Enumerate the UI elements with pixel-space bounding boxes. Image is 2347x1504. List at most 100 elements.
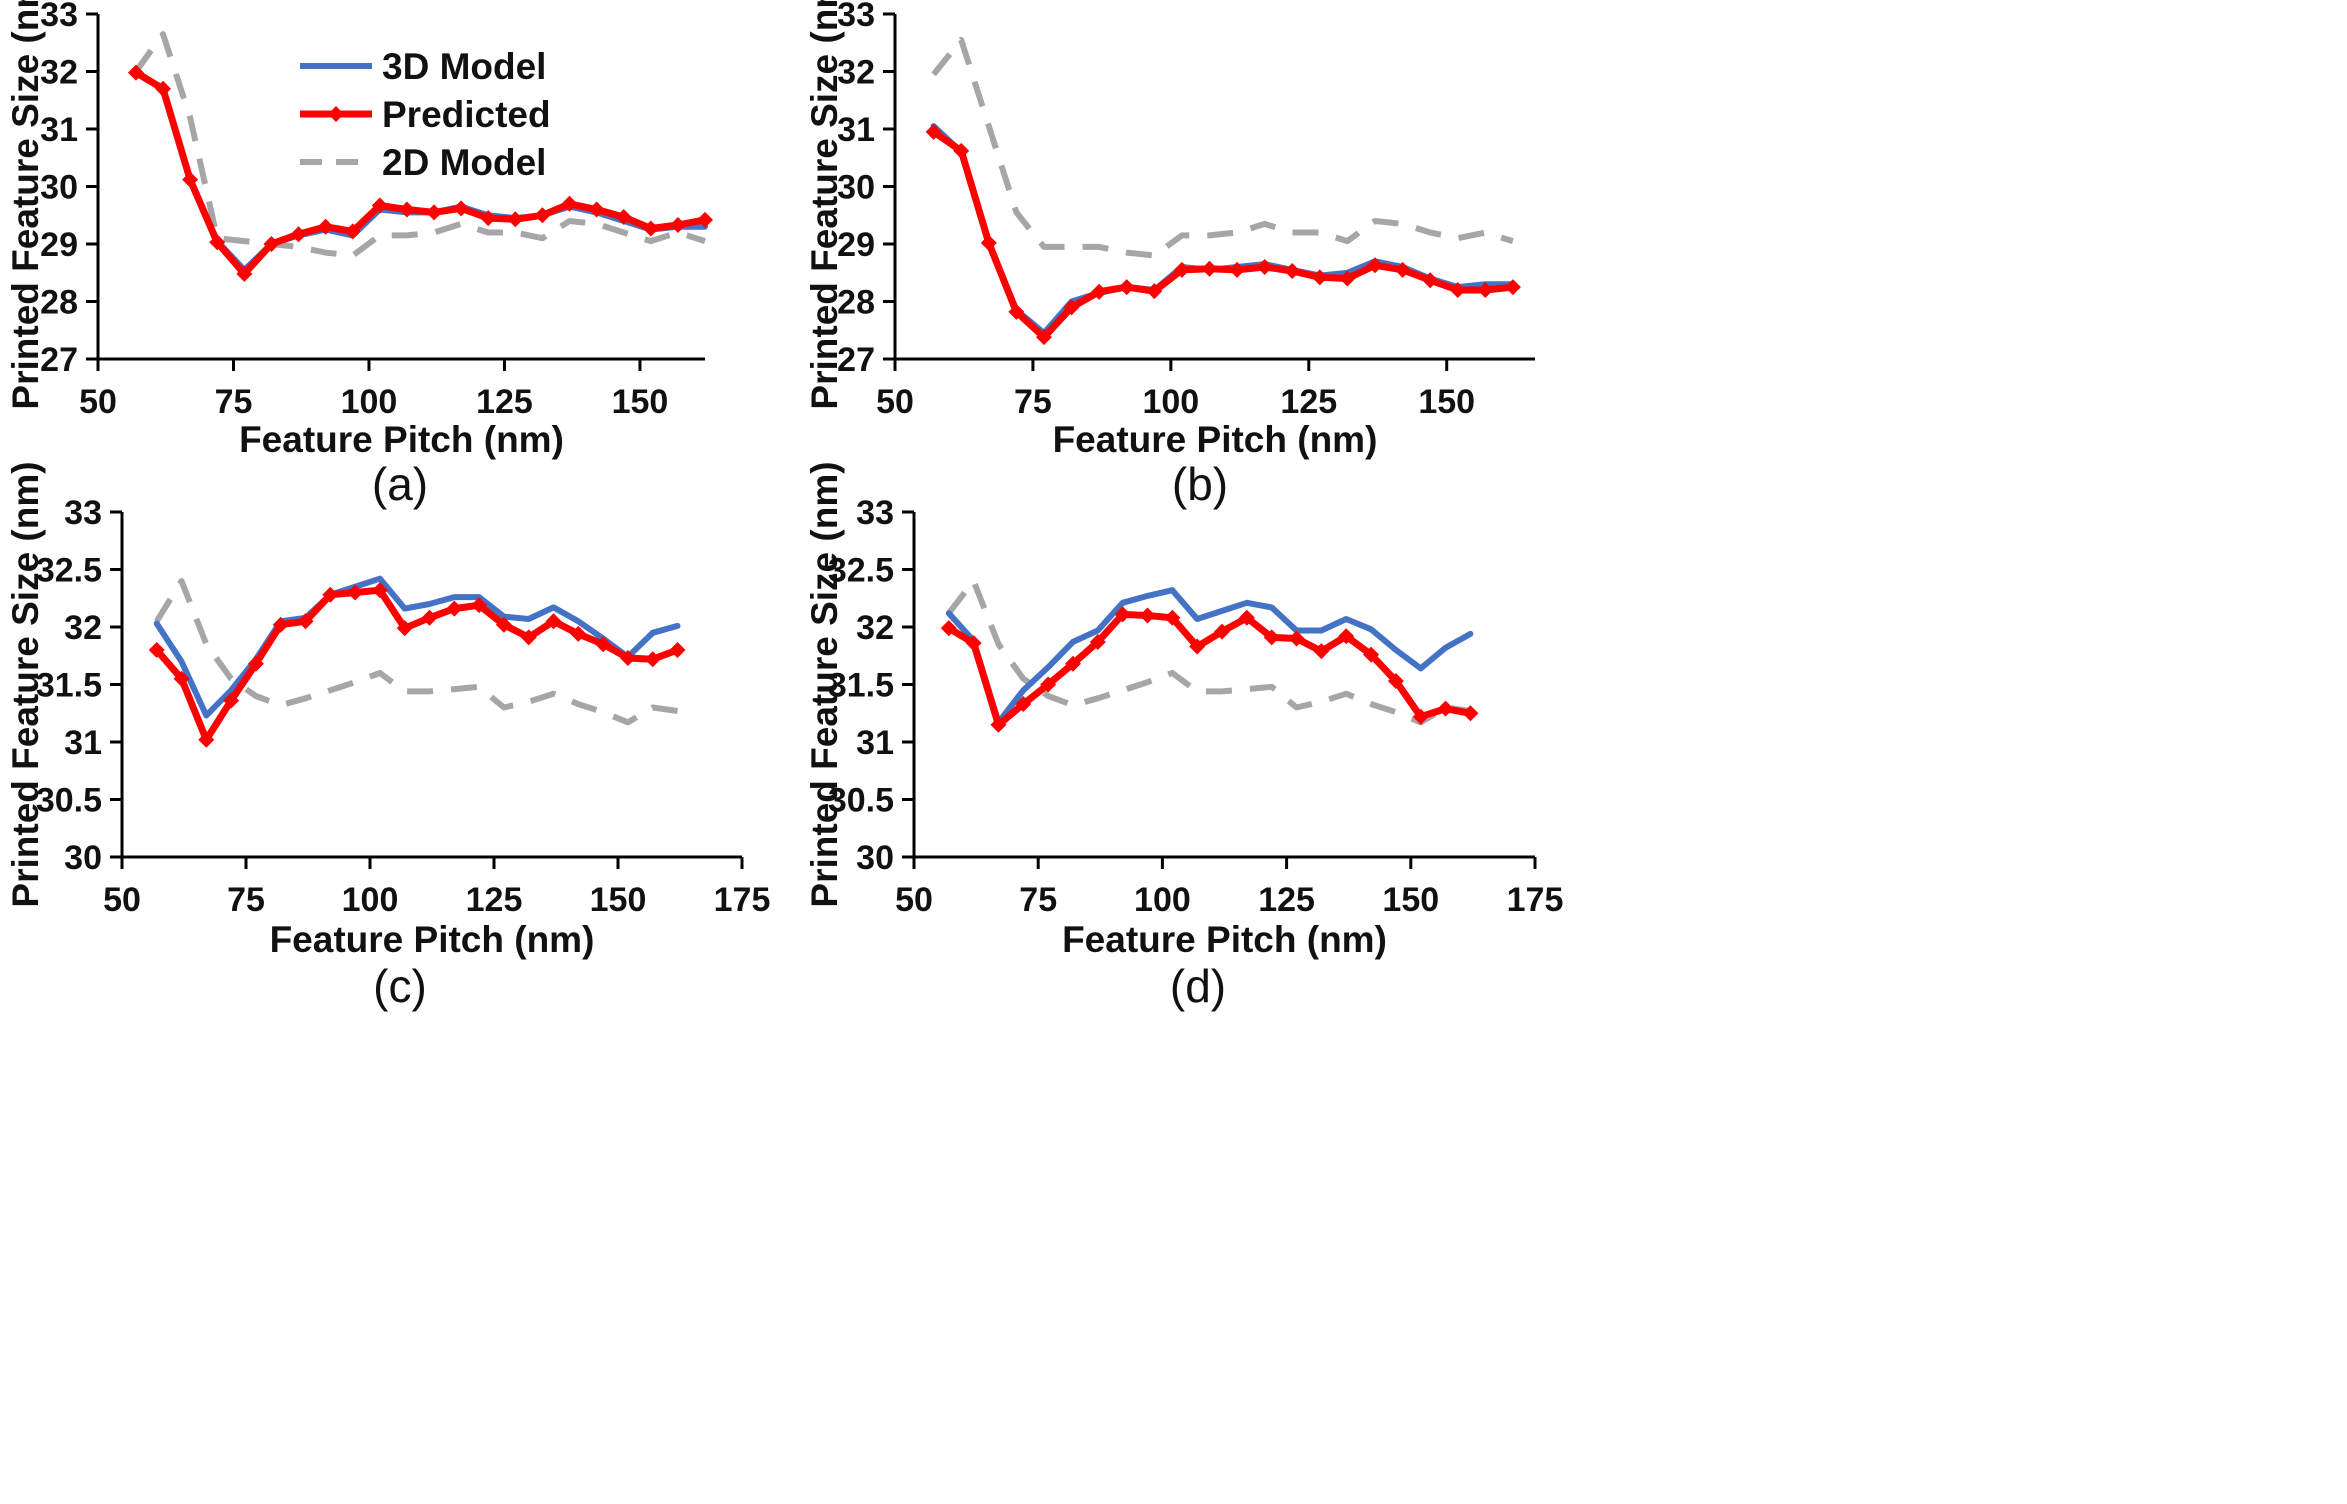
series-line-3d-model — [945, 587, 1474, 726]
y-tick-label: 32.5 — [36, 552, 102, 590]
data-point-marker — [155, 80, 172, 97]
series-line-predicted — [930, 128, 1517, 341]
x-tick-label: 100 — [341, 383, 398, 421]
data-point-marker — [317, 218, 334, 235]
data-point-marker — [669, 217, 686, 234]
y-tick-label: 28 — [837, 284, 875, 322]
y-axis-title: Printed Feature Size (nm) — [804, 0, 845, 410]
data-point-marker — [990, 716, 1007, 733]
data-point-marker — [1339, 270, 1356, 287]
panel-label: (a) — [372, 458, 428, 510]
series-line-2d-model — [133, 31, 706, 259]
y-tick-label: 32 — [837, 54, 875, 92]
data-point-marker — [925, 123, 942, 140]
data-point-marker — [644, 651, 661, 668]
y-tick-label: 32 — [856, 609, 894, 647]
panel-label: (b) — [1172, 458, 1228, 510]
data-point-marker — [545, 613, 562, 630]
data-point-marker — [297, 613, 314, 630]
data-point-marker — [1189, 638, 1206, 655]
y-tick-label: 28 — [40, 284, 78, 322]
data-point-marker — [446, 600, 463, 617]
data-point-marker — [1313, 643, 1330, 660]
data-point-marker — [148, 642, 165, 658]
data-point-marker — [1462, 705, 1479, 722]
x-tick-label: 150 — [1382, 881, 1439, 919]
data-point-marker — [1311, 269, 1328, 286]
legend: 3D Model Predicted 2D Model — [300, 46, 551, 183]
legend-label: 3D Model — [382, 46, 546, 87]
series-predicted — [148, 582, 686, 748]
data-point-marker — [1256, 259, 1273, 275]
data-point-marker — [495, 616, 512, 633]
data-point-marker — [1387, 673, 1404, 690]
legend-label: Predicted — [382, 94, 551, 135]
y-tick-label: 31 — [837, 111, 875, 149]
y-tick-label: 33 — [837, 0, 875, 34]
data-point-marker — [347, 584, 364, 601]
y-tick-label: 33 — [856, 494, 894, 532]
series-2d-model — [154, 578, 678, 726]
y-axis-title: Printed Feature Size (nm) — [5, 461, 46, 907]
y-tick-label: 30 — [64, 839, 102, 877]
x-tick-label: 75 — [1019, 881, 1057, 919]
data-point-marker — [1201, 260, 1218, 277]
data-point-marker — [1504, 279, 1521, 296]
x-tick-label: 50 — [103, 881, 141, 919]
data-point-marker — [570, 625, 587, 642]
x-axis-title: Feature Pitch (nm) — [1062, 919, 1387, 960]
series-2d-model — [931, 36, 1514, 259]
x-tick-label: 150 — [1418, 383, 1475, 421]
legend-marker — [328, 106, 344, 122]
x-tick-label: 125 — [1258, 881, 1315, 919]
y-tick-label: 31 — [40, 111, 78, 149]
y-tick-label: 30.5 — [828, 782, 894, 820]
x-axis-title: Feature Pitch (nm) — [239, 419, 564, 460]
data-point-marker — [642, 220, 659, 237]
y-tick-label: 29 — [837, 226, 875, 264]
data-point-marker — [1089, 633, 1106, 650]
chart-panel-a: 27 28 29 30 31 32 33 50 75 100 125 150 Feature Pitch… — [5, 0, 713, 510]
data-point-marker — [480, 210, 497, 227]
data-point-marker — [127, 64, 144, 81]
series-2d-model — [946, 578, 1471, 726]
data-point-marker — [1118, 279, 1135, 296]
y-tick-label: 32 — [64, 609, 102, 647]
x-tick-label: 100 — [1134, 881, 1191, 919]
y-tick-label: 31.5 — [828, 667, 894, 705]
data-point-marker — [209, 234, 226, 251]
y-tick-label: 30 — [856, 839, 894, 877]
data-point-marker — [1238, 609, 1255, 626]
series-3d-model — [153, 575, 681, 719]
data-point-marker — [1164, 609, 1181, 626]
x-tick-label: 175 — [1507, 881, 1564, 919]
data-point-marker — [561, 195, 578, 212]
data-point-marker — [1173, 261, 1190, 278]
x-tick-label: 125 — [466, 881, 523, 919]
data-point-marker — [290, 226, 307, 243]
x-tick-label: 100 — [1142, 383, 1199, 421]
data-point-marker — [980, 234, 997, 251]
data-point-marker — [198, 731, 215, 748]
y-tick-label: 27 — [837, 341, 875, 379]
data-point-marker — [1063, 299, 1080, 316]
data-point-marker — [1015, 696, 1032, 713]
data-point-marker — [421, 609, 438, 626]
data-point-marker — [223, 692, 240, 709]
data-point-marker — [471, 597, 488, 614]
x-tick-label: 75 — [215, 383, 253, 421]
data-point-marker — [1437, 700, 1454, 717]
series-line-predicted — [153, 586, 681, 744]
data-point-marker — [1114, 606, 1131, 623]
y-tick-label: 30.5 — [36, 782, 102, 820]
series-line-2d-model — [946, 578, 1471, 726]
data-point-marker — [940, 620, 957, 637]
data-point-marker — [1035, 329, 1052, 346]
x-tick-label: 125 — [1280, 383, 1337, 421]
x-tick-label: 50 — [876, 383, 914, 421]
y-tick-label: 27 — [40, 341, 78, 379]
chart-panel-b: 27 28 29 30 31 32 33 50 75 100 125 150 Feature Pitch… — [804, 0, 1535, 510]
data-point-marker — [453, 200, 470, 217]
data-point-marker — [1064, 655, 1081, 672]
